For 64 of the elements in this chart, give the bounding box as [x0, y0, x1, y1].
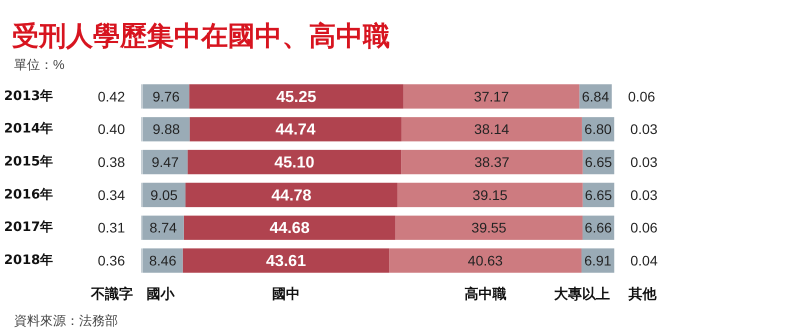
y-tick-label: 2018年: [4, 252, 54, 268]
series-label: 國小: [146, 286, 176, 303]
y-tick-label: 2017年: [4, 220, 54, 236]
data-label: 8.74: [150, 220, 177, 236]
data-label: 9.88: [152, 121, 180, 138]
data-label: 9.47: [152, 154, 180, 170]
bar: [395, 216, 583, 240]
data-label: 0.03: [630, 121, 658, 138]
y-tick-label: 2014年: [4, 122, 54, 137]
data-label: 0.42: [98, 88, 126, 104]
data-label: 0.03: [630, 154, 658, 170]
bar: [401, 150, 583, 174]
data-label: 0.03: [630, 186, 658, 203]
data-label: 6.80: [584, 121, 612, 138]
data-label: 9.05: [150, 186, 178, 203]
bar: [185, 182, 398, 208]
source-note: 資料來源：法務部: [14, 312, 118, 330]
data-label: 0.38: [98, 154, 126, 170]
series-label: 其他: [627, 286, 658, 303]
bar: [182, 248, 390, 273]
bar: [389, 248, 582, 273]
data-label: 6.91: [584, 252, 612, 268]
data-label: 40.63: [468, 252, 504, 268]
bar: [188, 150, 402, 174]
bar: [397, 182, 583, 208]
data-label: 38.14: [474, 121, 510, 138]
data-label: 44.78: [271, 187, 312, 204]
data-label: 6.66: [584, 220, 612, 236]
data-label: 45.10: [274, 154, 314, 172]
data-label: 0.04: [630, 252, 658, 268]
data-label: 6.84: [582, 88, 610, 104]
data-label: 44.74: [276, 122, 316, 139]
data-label: 39.15: [472, 186, 508, 203]
y-tick-label: 2015年: [4, 154, 54, 170]
data-label: 8.46: [149, 252, 177, 268]
data-label: 44.68: [270, 220, 310, 238]
data-label: 0.06: [628, 88, 656, 104]
bar: [142, 216, 184, 240]
data-label: 37.17: [474, 88, 510, 104]
data-label: 39.55: [471, 220, 507, 236]
series-label: 國中: [272, 286, 300, 303]
data-label: 0.31: [98, 220, 126, 236]
data-label: 0.36: [98, 252, 126, 268]
bar: [189, 84, 404, 109]
bar: [184, 216, 396, 240]
data-label: 0.34: [98, 186, 126, 203]
data-label: 6.65: [584, 186, 612, 203]
bar: [403, 84, 580, 109]
series-label: 大專以上: [554, 286, 610, 303]
data-label: 0.40: [98, 121, 126, 138]
chart-title: 受刑人學歷集中在國中、高中職: [12, 20, 390, 53]
bar: [190, 117, 402, 142]
data-label: 9.76: [152, 88, 180, 104]
data-label: 43.61: [266, 252, 306, 270]
chart-subtitle: 單位：%: [14, 56, 65, 74]
data-label: 6.65: [584, 154, 612, 170]
series-label: 不識字: [90, 286, 133, 303]
y-tick-label: 2013年: [4, 88, 54, 104]
data-label: 38.37: [474, 154, 510, 170]
series-label: 高中職: [464, 286, 506, 303]
data-label: 0.06: [630, 220, 658, 236]
data-label: 45.25: [276, 88, 316, 106]
bar: [401, 117, 582, 142]
y-tick-label: 2016年: [4, 187, 54, 202]
